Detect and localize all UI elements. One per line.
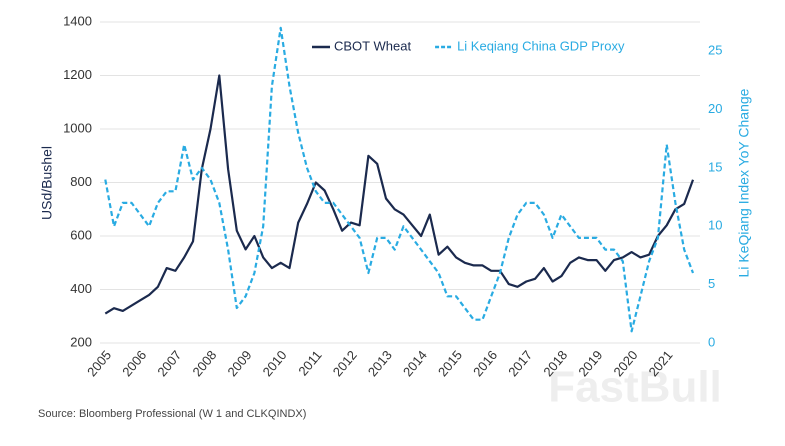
y-tick-label: 800: [70, 174, 92, 189]
y-tick-label: 1200: [63, 67, 92, 82]
y2-tick-label: 0: [708, 334, 715, 349]
y-tick-label: 600: [70, 227, 92, 242]
legend-label: CBOT Wheat: [334, 38, 411, 53]
x-tick-label: 2016: [470, 347, 500, 379]
y2-axis-title: Li KeQiang Index YoY Change: [736, 88, 752, 277]
x-tick-label: 2013: [365, 347, 395, 379]
x-tick-label: 2005: [84, 347, 114, 379]
x-tick-label: 2014: [400, 347, 430, 379]
y-tick-label: 200: [70, 334, 92, 349]
y2-tick-label: 20: [708, 101, 722, 116]
y-tick-label: 400: [70, 281, 92, 296]
y-tick-label: 1400: [63, 13, 92, 28]
y2-tick-label: 10: [708, 218, 722, 233]
y2-tick-label: 15: [708, 159, 722, 174]
legend-label: Li Keqiang China GDP Proxy: [457, 38, 625, 53]
y-axis-title: USd/Bushel: [39, 146, 55, 220]
source: Source: Bloomberg Professional (W 1 and …: [38, 408, 306, 420]
x-tick-label: 2008: [189, 347, 219, 379]
y2-tick-label: 5: [708, 276, 715, 291]
x-tick-label: 2010: [260, 347, 290, 379]
watermark: FastBull: [548, 363, 722, 412]
x-tick-label: 2012: [330, 347, 360, 379]
x-tick-label: 2015: [435, 347, 465, 379]
series-line: [104, 26, 695, 333]
x-tick-label: 2017: [505, 347, 535, 379]
x-tick-label: 2007: [154, 347, 184, 379]
x-tick-label: 2006: [119, 347, 149, 379]
series-line: [104, 74, 695, 315]
y2-tick-label: 25: [708, 43, 722, 58]
x-tick-label: 2011: [295, 347, 324, 378]
x-tick-label: 2009: [224, 347, 254, 379]
y-tick-label: 1000: [63, 120, 92, 135]
